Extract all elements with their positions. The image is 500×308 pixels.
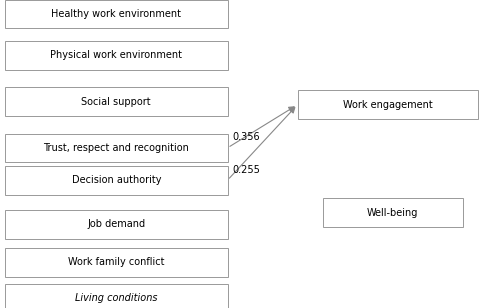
FancyBboxPatch shape	[5, 41, 228, 70]
Text: Trust, respect and recognition: Trust, respect and recognition	[44, 143, 189, 153]
Text: Healthy work environment: Healthy work environment	[52, 9, 181, 19]
Text: Living conditions: Living conditions	[75, 293, 158, 303]
FancyBboxPatch shape	[5, 0, 228, 28]
FancyBboxPatch shape	[5, 284, 228, 308]
Text: 0.356: 0.356	[232, 132, 260, 142]
Text: 0.255: 0.255	[232, 165, 260, 175]
Text: Physical work environment: Physical work environment	[50, 51, 182, 60]
Text: Job demand: Job demand	[87, 219, 146, 229]
Text: Social support: Social support	[82, 97, 151, 107]
FancyBboxPatch shape	[5, 248, 228, 277]
Text: Well-being: Well-being	[367, 208, 418, 217]
FancyBboxPatch shape	[5, 87, 228, 116]
FancyBboxPatch shape	[5, 134, 228, 162]
Text: Decision authority: Decision authority	[72, 175, 161, 185]
FancyBboxPatch shape	[5, 210, 228, 238]
FancyBboxPatch shape	[5, 166, 228, 195]
Text: Work family conflict: Work family conflict	[68, 257, 164, 267]
FancyBboxPatch shape	[322, 198, 462, 227]
FancyBboxPatch shape	[298, 90, 478, 119]
Text: Work engagement: Work engagement	[342, 100, 432, 110]
